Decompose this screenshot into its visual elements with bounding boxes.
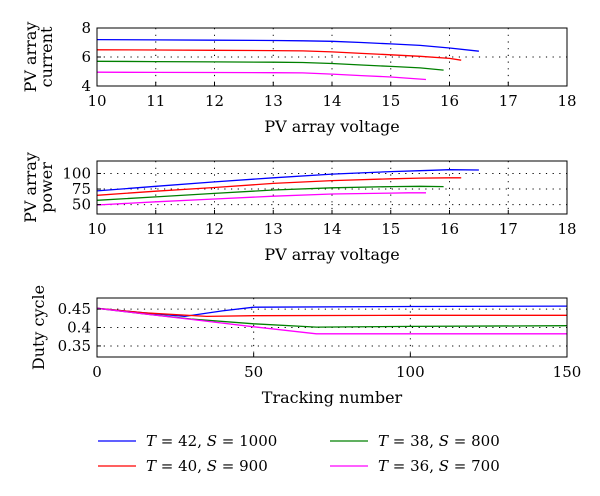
x-tick-label: 14: [322, 220, 341, 238]
x-tick-label: 100: [396, 363, 425, 381]
x-axis-label: Tracking number: [262, 388, 403, 407]
x-tick-label: 18: [557, 92, 576, 110]
x-tick-label: 0: [92, 363, 102, 381]
y-tick-label: 4: [81, 77, 91, 95]
legend-entry: T = 36, S = 700: [378, 457, 500, 475]
y-axis-label: PV array: [21, 152, 40, 223]
x-tick-label: 16: [440, 220, 459, 238]
series-line: [96, 177, 462, 196]
y-tick-label: 100: [62, 164, 91, 182]
series-line: [96, 71, 427, 81]
x-tick-label: 11: [146, 92, 165, 110]
current-voltage-panel: 10 11 12 13 14 15 16 17 18 4 6 8 PV array voltage PV …: [21, 19, 577, 136]
x-tick-label: 15: [381, 220, 400, 238]
series-line: [96, 38, 479, 52]
legend-entry: T = 38, S = 800: [378, 432, 500, 450]
y-axis-label: PV array: [21, 22, 40, 93]
x-tick-label: 14: [322, 92, 341, 110]
series-line: [96, 169, 479, 192]
y-tick-label: 0.45: [58, 300, 91, 318]
y-axis-label: power: [37, 162, 56, 213]
y-tick-label: 0.35: [58, 337, 91, 355]
series-line: [96, 307, 568, 328]
x-axis-label: PV array voltage: [264, 117, 399, 136]
x-tick-label: 12: [205, 220, 224, 238]
x-tick-label: 17: [499, 220, 518, 238]
x-tick-label: 50: [244, 363, 263, 381]
x-tick-label: 13: [264, 220, 283, 238]
series-line: [96, 60, 444, 71]
series-line: [96, 185, 444, 201]
series-line: [96, 307, 567, 318]
legend-entry: T = 42, S = 1000: [146, 432, 277, 450]
series-line: [96, 307, 567, 335]
duty-cycle-panel: 0 50 100 150 0.350.40.45 Tracking number Duty …: [29, 285, 581, 407]
y-axis-label: current: [37, 26, 56, 87]
x-axis-label: PV array voltage: [264, 245, 399, 264]
x-tick-label: 10: [87, 220, 106, 238]
x-tick-label: 15: [381, 92, 400, 110]
y-tick-label: 6: [81, 48, 91, 66]
y-axis-label: Duty cycle: [29, 285, 48, 370]
x-tick-label: 18: [557, 220, 576, 238]
y-tick-label: 8: [81, 19, 91, 37]
x-tick-label: 17: [499, 92, 518, 110]
series-line: [96, 192, 426, 206]
x-tick-label: 12: [205, 92, 224, 110]
x-tick-label: 11: [146, 220, 165, 238]
y-tick-label: 75: [72, 180, 91, 198]
series-line: [96, 49, 462, 61]
y-tick-label: 50: [72, 196, 91, 214]
x-tick-label: 13: [264, 92, 283, 110]
x-tick-label: 16: [440, 92, 459, 110]
legend: T = 42, S = 1000 T = 40, S = 900 T = 38, S…: [98, 432, 500, 475]
x-tick-label: 150: [553, 363, 582, 381]
x-tick-label: 10: [87, 92, 106, 110]
legend-entry: T = 40, S = 900: [146, 457, 268, 475]
y-tick-label: 0.4: [67, 319, 91, 337]
